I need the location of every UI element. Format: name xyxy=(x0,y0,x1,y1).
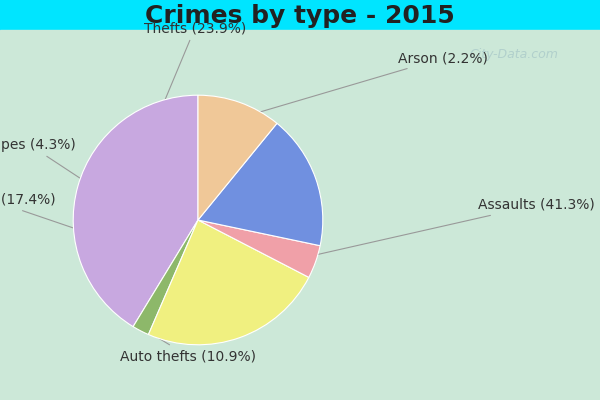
Text: Rapes (4.3%): Rapes (4.3%) xyxy=(0,138,85,182)
Wedge shape xyxy=(198,220,320,277)
Wedge shape xyxy=(198,95,277,220)
Text: Crimes by type - 2015: Crimes by type - 2015 xyxy=(145,4,455,28)
Wedge shape xyxy=(198,123,323,246)
Text: City-Data.com: City-Data.com xyxy=(469,48,558,61)
Wedge shape xyxy=(133,220,198,334)
Text: Thefts (23.9%): Thefts (23.9%) xyxy=(144,21,246,110)
Text: Arson (2.2%): Arson (2.2%) xyxy=(248,51,488,115)
Text: Assaults (41.3%): Assaults (41.3%) xyxy=(314,198,595,255)
Wedge shape xyxy=(73,95,198,327)
Wedge shape xyxy=(148,220,309,345)
Text: Burglaries (17.4%): Burglaries (17.4%) xyxy=(0,193,77,230)
Text: Auto thefts (10.9%): Auto thefts (10.9%) xyxy=(120,327,256,363)
Bar xyxy=(0,0,600,30)
